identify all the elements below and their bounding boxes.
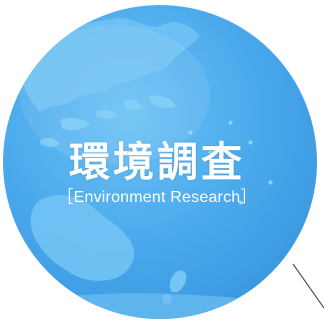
antarctica-landmass [40,293,260,319]
globe-subtitle: ［Environment Research］ [57,189,257,206]
asia-landmass [19,18,200,112]
globe-highlight [20,25,210,165]
pointer-line [292,263,324,309]
globe-title: 環境調査 [69,138,245,186]
pacific-islands [188,120,273,205]
continents [19,18,273,319]
islands [40,95,176,147]
australia-landmass [30,195,135,281]
